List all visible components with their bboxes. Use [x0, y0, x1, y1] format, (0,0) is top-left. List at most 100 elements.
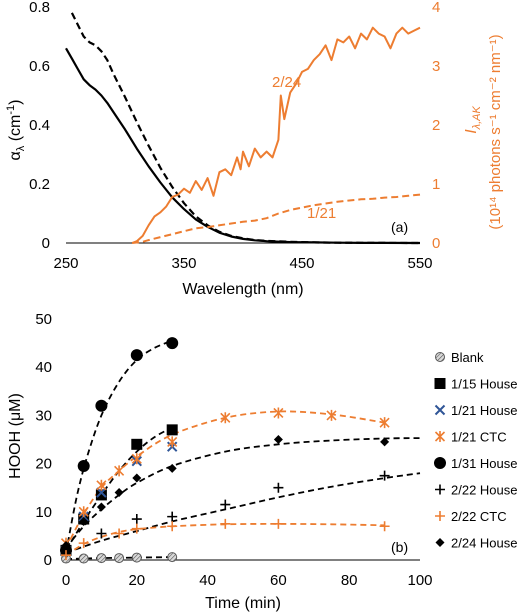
left-y-tick-label: 0.2 — [29, 176, 50, 193]
panel-a-right-y-axis-label-line2: (10¹⁴ photons s⁻¹ cm⁻² nm⁻¹) — [487, 34, 504, 229]
point-2-22-ctc — [114, 528, 125, 539]
point-2-24-house — [96, 502, 106, 512]
x-tick-label: 100 — [407, 572, 432, 589]
legend-marker — [434, 457, 446, 469]
point-1-21-house — [96, 487, 107, 498]
left-y-tick-label: 0.8 — [29, 0, 50, 16]
panel-a-right-tick-labels: 0 1 2 3 4 — [432, 0, 440, 252]
panel-a-x-tick-labels: 250 350 450 550 — [53, 255, 432, 272]
y-tick-label: 10 — [35, 504, 52, 521]
fit-line-2-22-ctc — [65, 522, 385, 556]
series-label-2-24: 2/24 — [272, 74, 301, 91]
legend-item-1-31-house: 1/31 House — [434, 456, 518, 471]
panel-b-x-tick-labels: 0 20 40 60 80 100 — [62, 572, 433, 589]
x-tick-label: 450 — [289, 255, 314, 272]
fit-line-2-24-house — [65, 437, 421, 549]
point-2-22-house — [167, 511, 178, 522]
right-y-tick-label: 1 — [432, 176, 440, 193]
legend: Blank 1/15 House 1/21 House 1/21 CTC 1/31 Ho… — [434, 350, 518, 551]
point-2-24-house — [61, 541, 71, 551]
point-blank — [78, 553, 89, 564]
legend-marker — [434, 378, 446, 389]
point-1-31-house — [166, 337, 179, 350]
legend-item-blank: Blank — [435, 350, 484, 365]
legend-label: 1/31 House — [451, 456, 518, 471]
point-1-21-ctc — [273, 407, 284, 419]
panel-b-y-tick-labels: 0 10 20 30 40 50 — [35, 311, 52, 569]
panel-a: 250 350 450 550 0 0.2 0.4 0.6 0.8 0 1 2 3 4 Wavelen… — [5, 0, 504, 298]
right-y-tick-label: 3 — [432, 58, 440, 75]
fit-line-1-21-ctc — [65, 410, 385, 549]
x-tick-label: 40 — [199, 572, 216, 589]
legend-label: Blank — [451, 350, 484, 365]
line-dashed-black — [70, 12, 421, 245]
x-tick-label: 20 — [128, 572, 145, 589]
point-1-21-ctc — [220, 412, 231, 424]
point-2-22-ctc — [273, 518, 284, 529]
point-2-22-ctc — [379, 521, 390, 532]
legend-label: 2/22 CTC — [451, 509, 507, 524]
point-2-22-house — [131, 514, 142, 525]
point-blank — [114, 553, 125, 564]
point-2-22-ctc — [61, 550, 71, 561]
point-2-22-ctc — [167, 521, 178, 532]
point-2-24-house — [132, 473, 142, 483]
point-2-22-ctc — [78, 538, 89, 549]
point-1-21-ctc — [114, 465, 125, 477]
right-y-tick-label: 4 — [432, 0, 440, 16]
right-y-tick-label: 0 — [432, 235, 440, 252]
point-1-21-ctc — [96, 479, 107, 491]
legend-marker — [435, 352, 445, 362]
point-2-24-house — [380, 437, 390, 447]
panel-b-x-axis-label: Time (min) — [205, 595, 281, 612]
point-1-31-house — [77, 460, 90, 473]
legend-marker — [435, 511, 445, 521]
x-tick-label: 250 — [53, 255, 78, 272]
legend-label: 1/21 CTC — [451, 430, 507, 445]
panel-a-label: (a) — [391, 219, 408, 235]
left-y-tick-label: 0.4 — [29, 117, 50, 134]
point-2-22-house — [96, 528, 107, 539]
line-solid-black — [65, 47, 421, 245]
y-tick-label: 20 — [35, 456, 52, 473]
line-2-24 — [131, 26, 421, 244]
y-tick-label: 30 — [35, 407, 52, 424]
point-1-21-ctc — [326, 409, 337, 421]
x-tick-label: 350 — [171, 255, 196, 272]
x-tick-label: 60 — [270, 572, 287, 589]
legend-marker — [435, 538, 445, 547]
point-1-21-ctc — [131, 453, 142, 465]
point-2-22-ctc — [220, 518, 231, 529]
panel-b: 0 20 40 60 80 100 0 10 20 30 40 50 Blank 1/15 House… — [7, 311, 518, 612]
point-1-31-house — [95, 399, 108, 412]
point-2-22-house — [273, 482, 284, 493]
legend-item-1-21-ctc: 1/21 CTC — [434, 430, 507, 445]
legend-item-1-15-house: 1/15 House — [434, 377, 518, 392]
fit-line-1-31-house — [65, 339, 173, 553]
point-2-22-ctc — [131, 523, 142, 534]
point-2-24-house — [79, 516, 89, 526]
panel-a-right-y-axis-label-line1: Iλ,AK — [463, 106, 483, 134]
point-2-22-house — [220, 499, 231, 510]
point-1-21-ctc — [167, 436, 178, 448]
right-y-tick-label: 2 — [432, 117, 440, 134]
legend-marker — [435, 484, 445, 495]
point-1-21-ctc — [78, 506, 89, 518]
legend-item-1-21-house: 1/21 House — [434, 403, 518, 418]
panel-b-label: (b) — [391, 539, 408, 555]
legend-label: 2/22 House — [451, 483, 518, 498]
point-blank — [131, 552, 142, 563]
series-label-1-21: 1/21 — [307, 205, 336, 222]
point-1-15-house — [131, 438, 143, 450]
left-y-tick-label: 0 — [42, 235, 50, 252]
x-tick-label: 550 — [407, 255, 432, 272]
legend-item-2-22-ctc: 2/22 CTC — [435, 509, 507, 524]
point-blank — [167, 552, 178, 563]
left-y-tick-label: 0.6 — [29, 58, 50, 75]
legend-label: 2/24 House — [451, 536, 518, 551]
point-blank — [96, 553, 107, 564]
point-1-31-house — [130, 349, 143, 362]
legend-item-2-22-house: 2/22 House — [435, 483, 518, 498]
legend-marker — [434, 431, 446, 442]
fit-line-2-22-house — [65, 472, 421, 554]
